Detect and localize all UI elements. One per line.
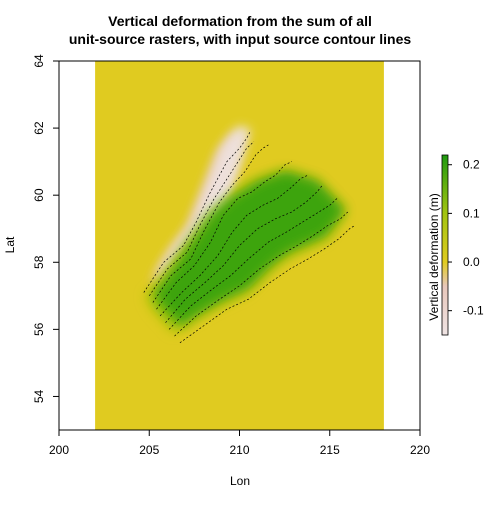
contour-line (179, 225, 356, 344)
x-tick-label: 215 (320, 443, 340, 457)
contour-line (159, 174, 309, 317)
subsidence-core (155, 125, 251, 284)
x-tick-label: 220 (410, 443, 430, 457)
contour-line (165, 184, 323, 323)
x-tick-label: 210 (229, 443, 249, 457)
contour-line (152, 144, 269, 303)
y-tick-label: 64 (32, 54, 46, 68)
y-tick-label: 56 (32, 322, 46, 336)
contour-line (168, 198, 338, 330)
y-tick-label: 62 (32, 121, 46, 135)
uplift-core (153, 170, 346, 327)
contour-line (149, 141, 255, 296)
contour-line (143, 131, 251, 293)
x-axis: 200 205 210 215 220 (49, 430, 430, 457)
colorbar (441, 154, 449, 336)
colorbar-tick-label: 0.0 (463, 255, 480, 269)
y-axis: 54 56 58 60 62 64 (32, 54, 59, 403)
colorbar-tick-label: -0.1 (463, 304, 484, 318)
colorbar-ticks: -0.1 0.0 0.1 0.2 (448, 158, 484, 318)
contour-line (156, 161, 292, 310)
colorbar-tick-label: 0.1 (463, 206, 480, 220)
y-tick-label: 60 (32, 188, 46, 202)
x-axis-label: Lon (230, 474, 250, 488)
y-tick-label: 58 (32, 255, 46, 269)
y-axis-label: Lat (3, 236, 17, 253)
deformation-raster (95, 61, 384, 430)
x-tick-label: 200 (49, 443, 69, 457)
contour-line (174, 211, 349, 337)
x-tick-label: 205 (139, 443, 159, 457)
colorbar-legend: -0.1 0.0 0.1 0.2 Vertical deformation (m) (427, 154, 484, 336)
y-tick-label: 54 (32, 389, 46, 403)
chart-title-line-1: Vertical deformation from the sum of all (108, 13, 372, 29)
source-contours (143, 131, 356, 344)
colorbar-tick-label: 0.2 (463, 158, 480, 172)
chart-title-line-2: unit-source rasters, with input source c… (69, 31, 411, 47)
colorbar-title: Vertical deformation (m) (427, 193, 441, 320)
